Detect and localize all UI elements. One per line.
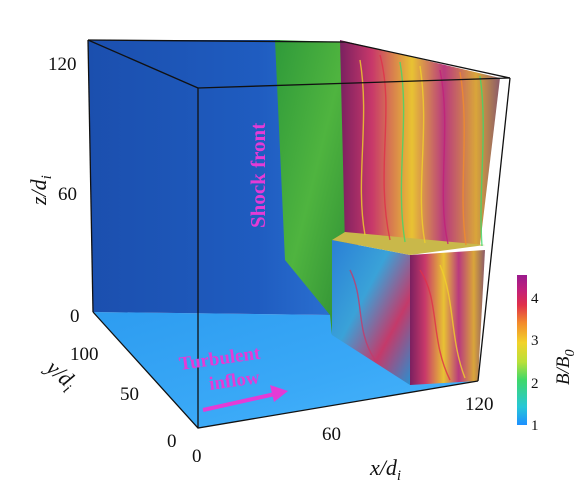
cutout-block-side <box>410 250 485 385</box>
shock-front-annotation: Shock front <box>246 123 270 228</box>
downstream-region <box>340 40 500 245</box>
colorbar <box>517 275 527 425</box>
y-tick-50: 50 <box>120 384 139 405</box>
x-tick-120: 120 <box>465 394 494 415</box>
y-tick-100: 100 <box>70 344 99 365</box>
y-tick-0: 0 <box>167 431 177 452</box>
colorbar-tick-3: 3 <box>531 333 539 349</box>
inflow-direction-arrow <box>202 385 288 412</box>
upstream-back-wall <box>88 40 330 315</box>
x-tick-0: 0 <box>192 446 202 467</box>
turbulence-streaks <box>349 54 484 381</box>
z-tick-120: 120 <box>48 54 77 75</box>
colorbar-label: B/B0 <box>553 350 578 386</box>
z-axis-label: z/di <box>26 175 55 206</box>
x-tick-60: 60 <box>322 424 341 445</box>
x-axis-label: x/di <box>369 455 401 484</box>
colorbar-tick-2: 2 <box>531 376 539 392</box>
z-tick-0: 0 <box>70 306 80 327</box>
shock-front-surface <box>275 40 348 335</box>
z-tick-60: 60 <box>58 184 77 205</box>
colorbar-tick-1: 1 <box>531 418 539 434</box>
cutout-block-front <box>332 240 410 385</box>
bounding-box-frame <box>87 39 511 429</box>
colorbar-tick-4: 4 <box>531 291 539 307</box>
cutout-block-top <box>332 232 485 255</box>
